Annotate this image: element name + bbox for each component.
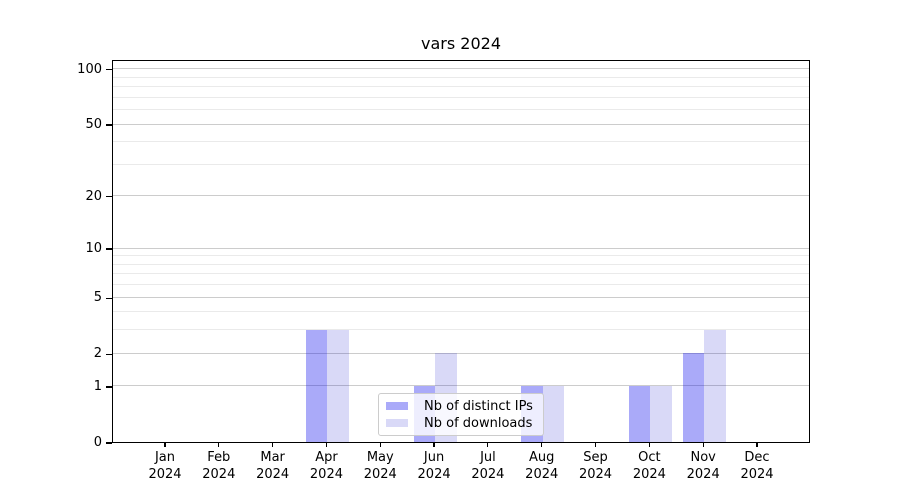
y-tick-mark	[106, 248, 112, 250]
x-tick-label: Sep 2024	[578, 450, 613, 482]
x-tick-mark	[756, 443, 758, 447]
bar-distinct-ips-nov	[682, 353, 705, 442]
legend-item-downloads: Nb of downloads	[386, 415, 535, 432]
legend-label-downloads: Nb of downloads	[424, 415, 533, 431]
x-tick-label: Dec 2024	[740, 450, 774, 482]
minor-gridline	[113, 141, 809, 143]
x-tick-label: Jul 2024	[471, 450, 505, 482]
x-tick-mark	[272, 443, 274, 447]
minor-gridline	[113, 329, 809, 331]
x-tick-label: Aug 2024	[525, 450, 559, 482]
major-gridline	[113, 68, 809, 70]
minor-gridline	[113, 163, 809, 165]
x-tick-label: Jan 2024	[148, 450, 182, 482]
x-tick-mark	[379, 443, 381, 447]
minor-gridline	[113, 96, 809, 98]
y-tick-label: 50	[85, 117, 102, 133]
x-tick-label: Jun 2024	[417, 450, 451, 482]
x-tick-mark	[541, 443, 543, 447]
legend-item-distinct-ips: Nb of distinct IPs	[386, 398, 535, 415]
legend-swatch-distinct-ips	[386, 402, 408, 410]
major-gridline	[113, 247, 809, 249]
minor-gridline	[113, 311, 809, 313]
bar-downloads-aug	[542, 385, 565, 442]
x-tick-mark	[487, 443, 489, 447]
major-gridline	[113, 296, 809, 298]
x-tick-mark	[164, 443, 166, 447]
y-tick-label: 100	[77, 61, 102, 77]
x-tick-mark	[594, 443, 597, 447]
minor-gridline	[113, 76, 809, 78]
y-tick-label: 1	[93, 378, 102, 394]
y-tick-mark	[106, 353, 112, 355]
major-gridline	[113, 195, 809, 197]
y-tick-label: 2	[93, 346, 102, 362]
major-gridline	[113, 385, 809, 387]
y-tick-mark	[106, 69, 112, 71]
x-tick-mark	[702, 443, 704, 447]
plot-area	[112, 60, 810, 443]
y-tick-label: 0	[93, 435, 102, 450]
minor-gridline	[113, 255, 809, 257]
y-tick-label: 20	[85, 188, 102, 204]
y-tick-mark	[106, 442, 112, 444]
legend-swatch-downloads	[386, 419, 408, 427]
x-tick-label: Oct 2024	[632, 450, 666, 482]
x-tick-mark	[648, 443, 650, 447]
y-tick-mark	[106, 196, 112, 198]
bar-downloads-oct	[650, 385, 672, 442]
legend-label-distinct-ips: Nb of distinct IPs	[424, 398, 533, 414]
bar-downloads-apr	[327, 329, 349, 442]
bar-distinct-ips-apr	[305, 329, 328, 442]
x-tick-label: Mar 2024	[256, 450, 290, 482]
minor-gridline	[113, 273, 809, 275]
y-tick-mark	[106, 124, 112, 126]
bar-downloads-nov	[704, 329, 726, 442]
x-tick-mark	[218, 443, 220, 447]
x-tick-label: Nov 2024	[686, 450, 720, 482]
minor-gridline	[113, 284, 809, 286]
y-tick-mark	[106, 297, 112, 299]
x-tick-mark	[433, 443, 435, 447]
x-tick-label: Feb 2024	[202, 450, 236, 482]
legend: Nb of distinct IPs Nb of downloads	[378, 393, 544, 436]
x-tick-label: May 2024	[363, 450, 397, 482]
minor-gridline	[113, 86, 809, 88]
y-tick-mark	[106, 386, 112, 388]
chart-title: vars 2024	[421, 34, 501, 53]
x-tick-label: Apr 2024	[309, 450, 343, 482]
major-gridline	[113, 123, 809, 125]
y-tick-label: 10	[85, 241, 102, 257]
minor-gridline	[113, 263, 809, 265]
minor-gridline	[113, 109, 809, 111]
bar-distinct-ips-oct	[628, 385, 651, 442]
x-tick-mark	[325, 443, 328, 447]
y-tick-label: 5	[93, 290, 102, 306]
major-gridline	[113, 352, 809, 354]
